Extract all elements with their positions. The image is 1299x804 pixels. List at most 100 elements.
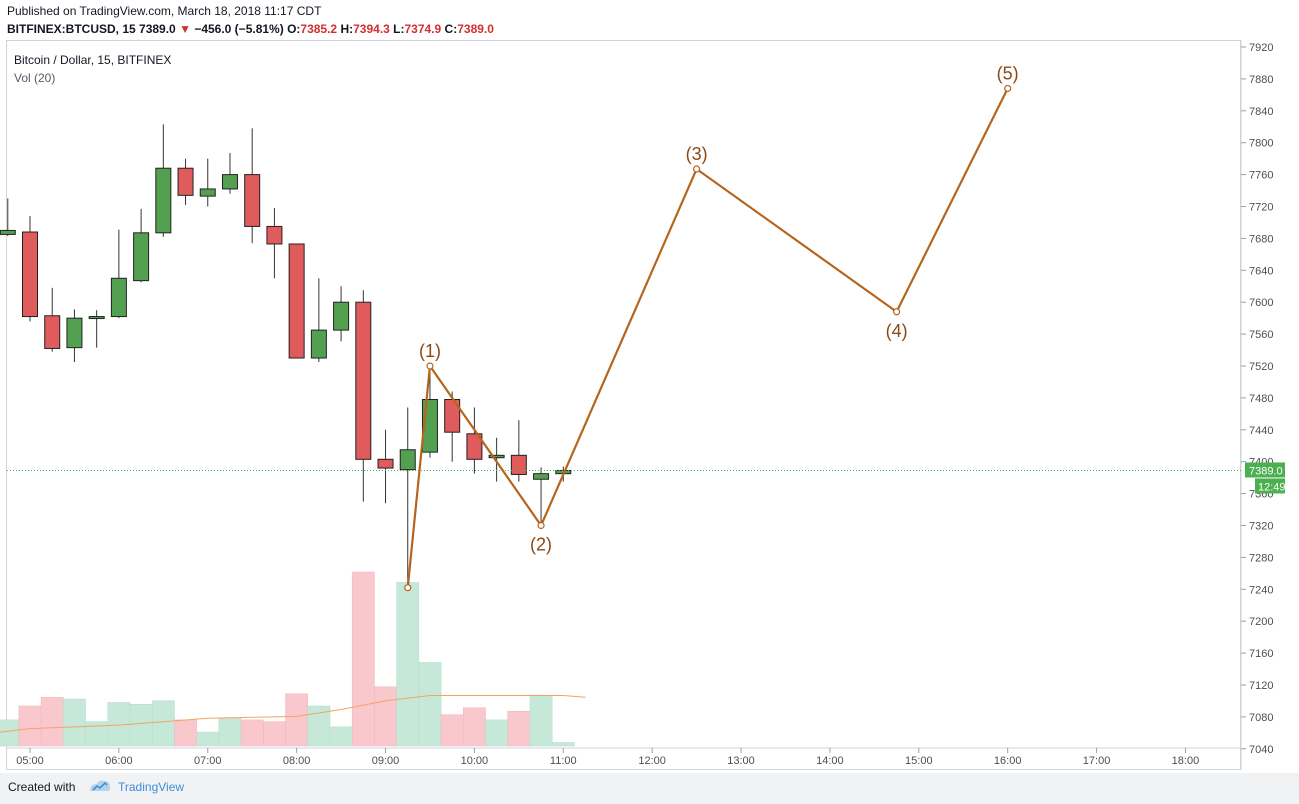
tradingview-logo-icon[interactable] xyxy=(88,778,112,794)
created-with-label: Created with xyxy=(8,780,76,794)
countdown-badge xyxy=(1255,478,1285,494)
last-price-badge[interactable] xyxy=(1245,462,1285,478)
y-tick-label: 7480 xyxy=(1249,393,1273,405)
candle[interactable] xyxy=(0,229,16,235)
x-tick-label: 07:00 xyxy=(194,755,222,767)
volume-bar xyxy=(507,710,531,747)
published-info: Published on TradingView.com, March 18, … xyxy=(7,4,322,18)
candle[interactable] xyxy=(288,243,305,359)
wave-point[interactable] xyxy=(404,584,412,592)
close-value: 7389.0 xyxy=(457,22,494,36)
volume-bar xyxy=(196,731,220,747)
wave-label: (3) xyxy=(686,144,708,164)
candle[interactable] xyxy=(533,473,550,480)
candle[interactable] xyxy=(266,225,283,245)
volume-bar xyxy=(329,726,353,747)
volume-bar xyxy=(440,714,464,747)
y-tick-label: 7240 xyxy=(1249,584,1273,596)
candle[interactable] xyxy=(510,454,527,475)
y-tick-label: 7760 xyxy=(1249,170,1273,182)
y-tick-label: 7080 xyxy=(1249,712,1273,724)
x-tick-label: 17:00 xyxy=(1083,755,1111,767)
volume-bar xyxy=(240,719,264,747)
volume-bar xyxy=(551,742,575,747)
x-tick-label: 13:00 xyxy=(727,755,755,767)
candle[interactable] xyxy=(466,433,483,460)
x-tick-label: 06:00 xyxy=(105,755,133,767)
y-tick-label: 7840 xyxy=(1249,106,1273,118)
y-tick-label: 7800 xyxy=(1249,138,1273,150)
volume-bar xyxy=(285,693,308,747)
candle[interactable] xyxy=(133,232,150,282)
down-arrow-icon: ▼ xyxy=(179,22,191,36)
elliott-wave-line[interactable] xyxy=(406,87,1009,588)
wave-point[interactable] xyxy=(426,362,434,370)
volume-bar xyxy=(463,707,486,747)
candle[interactable] xyxy=(110,277,127,318)
y-tick-label: 7120 xyxy=(1249,680,1273,692)
volume-bar xyxy=(485,719,508,747)
wave-label: (4) xyxy=(886,321,908,341)
volume-bar xyxy=(0,719,20,747)
price-chart[interactable]: 7040708071207160720072407280732073607400… xyxy=(0,0,1299,772)
open-label: O: xyxy=(287,22,301,36)
volume-bar xyxy=(351,571,375,747)
y-tick-label: 7040 xyxy=(1249,744,1273,756)
candle[interactable] xyxy=(221,174,238,190)
volume-bar xyxy=(396,582,420,747)
volume-bar xyxy=(263,721,286,747)
x-tick-label: 16:00 xyxy=(994,755,1022,767)
y-tick-label: 7280 xyxy=(1249,552,1273,564)
volume-bar xyxy=(18,705,42,747)
x-tick-label: 18:00 xyxy=(1172,755,1200,767)
tradingview-brand-link[interactable]: TradingView xyxy=(118,780,185,794)
candle[interactable] xyxy=(177,167,194,196)
volume-bar xyxy=(151,700,175,747)
candle[interactable] xyxy=(310,329,327,359)
x-tick-label: 12:00 xyxy=(638,755,666,767)
x-tick-label: 15:00 xyxy=(905,755,933,767)
candle[interactable] xyxy=(333,301,350,331)
x-tick-label: 11:00 xyxy=(550,755,577,767)
high-label: H: xyxy=(340,22,354,36)
candle[interactable] xyxy=(66,317,83,349)
candle[interactable] xyxy=(399,449,416,471)
candle[interactable] xyxy=(244,174,261,227)
volume-bar xyxy=(218,717,242,747)
candle[interactable] xyxy=(22,231,38,318)
countdown-label: 12:49 xyxy=(1258,481,1286,493)
price-axis-panel[interactable] xyxy=(1241,40,1299,770)
candle[interactable] xyxy=(199,188,216,197)
symbol-name[interactable]: BITFINEX:BTCUSD, 15 xyxy=(7,22,136,36)
x-tick-label: 05:00 xyxy=(16,755,44,767)
x-tick-label: 10:00 xyxy=(461,755,489,767)
y-tick-label: 7680 xyxy=(1249,233,1273,245)
candle[interactable] xyxy=(355,301,372,460)
x-tick-label: 14:00 xyxy=(816,755,844,767)
wave-point[interactable] xyxy=(892,308,901,316)
last-price: 7389.0 xyxy=(139,22,176,36)
wave-point[interactable] xyxy=(1004,84,1012,93)
wave-point[interactable] xyxy=(537,521,545,530)
wave-point[interactable] xyxy=(692,165,701,173)
candle[interactable] xyxy=(44,315,61,349)
open-value: 7385.2 xyxy=(300,22,338,36)
chart-legend-title[interactable]: Bitcoin / Dollar, 15, BITFINEX xyxy=(14,53,172,67)
candle[interactable] xyxy=(488,454,505,459)
x-tick-label: 09:00 xyxy=(372,755,400,767)
high-value: 7394.3 xyxy=(353,22,390,36)
candle[interactable] xyxy=(88,316,105,320)
close-label: C: xyxy=(444,22,458,36)
y-tick-label: 7720 xyxy=(1249,202,1273,214)
volume-bar xyxy=(307,705,331,747)
wave-label: (2) xyxy=(530,535,552,555)
low-value: 7374.9 xyxy=(404,22,442,36)
volume-ma-line xyxy=(0,695,586,733)
volume-legend[interactable]: Vol (20) xyxy=(14,71,56,85)
y-tick-label: 7880 xyxy=(1249,74,1273,86)
candle[interactable] xyxy=(377,458,394,469)
symbol-line: BITFINEX:BTCUSD, 15 7389.0 ▼ −456.0 (−5.… xyxy=(7,22,494,36)
candle[interactable] xyxy=(155,167,172,234)
y-tick-label: 7320 xyxy=(1249,521,1273,533)
last-price-label: 7389.0 xyxy=(1249,465,1283,477)
